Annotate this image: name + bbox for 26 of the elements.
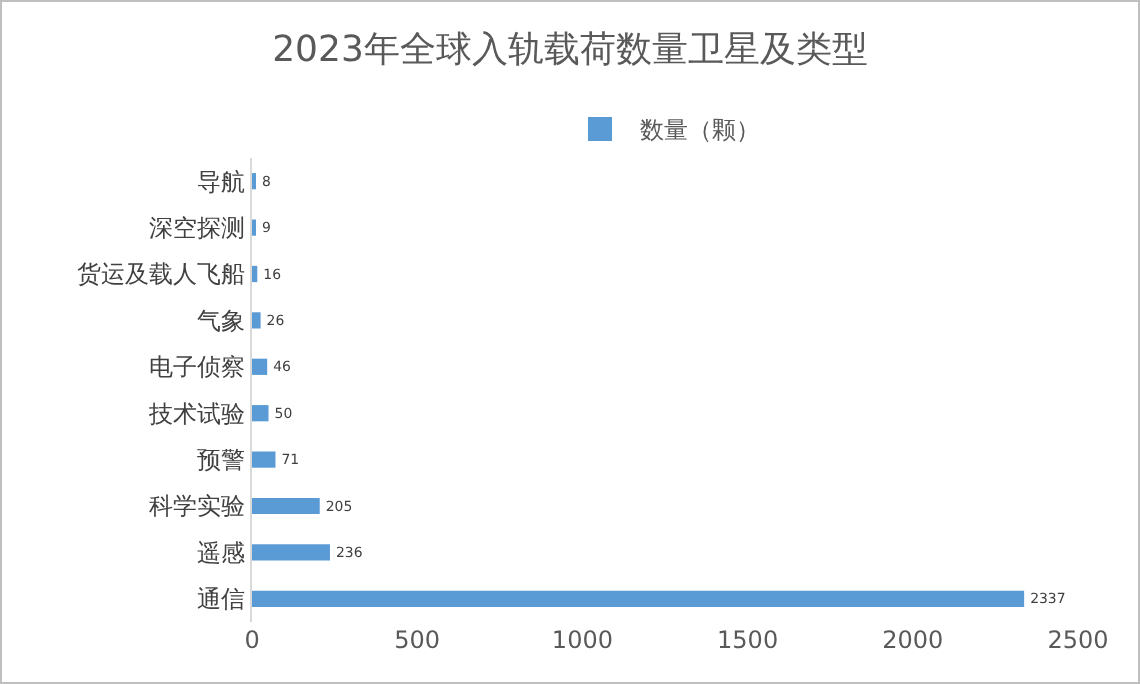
bar	[252, 312, 261, 329]
chart-title: 2023年全球入轨载荷数量卫星及类型	[272, 29, 868, 72]
bar	[252, 451, 276, 468]
y-tick-label: 预警	[197, 446, 246, 474]
y-tick-label: 技术试验	[147, 399, 246, 428]
bar	[252, 590, 1025, 607]
x-tick-label: 2000	[882, 626, 944, 654]
y-tick-label: 电子侦察	[149, 353, 246, 382]
y-tick-label: 科学实验	[149, 492, 246, 521]
bar	[252, 358, 268, 375]
y-tick-label: 气象	[197, 306, 246, 335]
y-tick-label: 货运及载人飞船	[77, 260, 246, 289]
y-tick-label: 通信	[197, 585, 246, 614]
x-tick-label: 500	[394, 626, 441, 654]
y-tick-label: 遥感	[197, 538, 246, 567]
legend-label: 数量（颗）	[640, 116, 760, 145]
y-tick-label: 深空探测	[149, 214, 246, 242]
x-tick-label: 1000	[551, 626, 613, 654]
y-tick-label: 导航	[197, 167, 246, 196]
x-tick-label: 1500	[717, 626, 779, 654]
x-tick-label: 0	[244, 626, 260, 654]
x-tick-label: 2500	[1047, 626, 1109, 654]
bar	[252, 405, 269, 422]
bar	[252, 497, 320, 515]
bar	[252, 544, 330, 561]
bar	[252, 265, 258, 283]
